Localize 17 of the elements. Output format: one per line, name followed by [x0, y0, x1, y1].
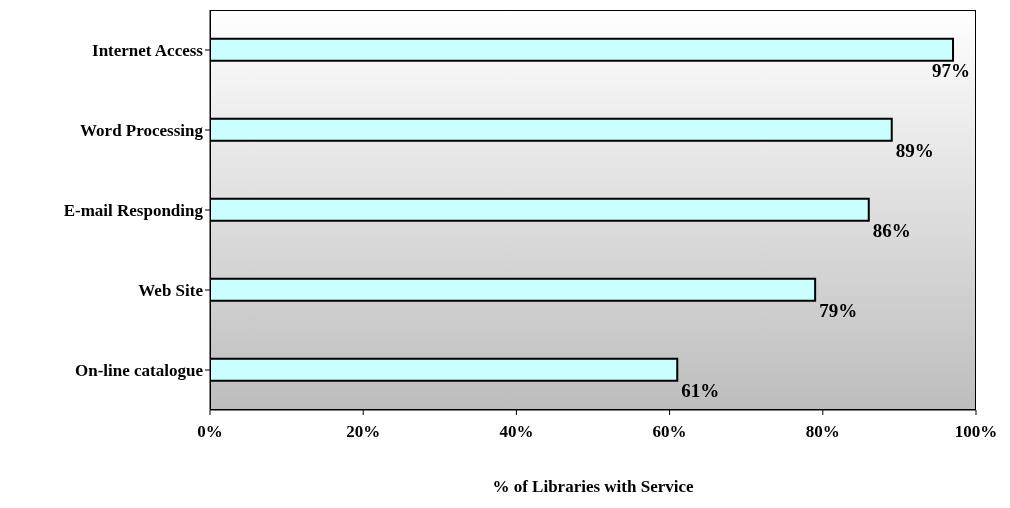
- x-tick-label: 60%: [652, 422, 687, 442]
- data-label: 97%: [932, 59, 970, 81]
- y-tick-label: E-mail Responding: [63, 201, 204, 221]
- y-tick-label: Word Processing: [80, 121, 204, 141]
- data-label: 61%: [681, 379, 720, 401]
- data-label: 86%: [872, 219, 911, 241]
- data-label: 89%: [895, 139, 934, 161]
- x-axis-title: % of Libraries with Service: [492, 477, 695, 496]
- data-label: 79%: [819, 299, 858, 321]
- y-tick-label: On-line catalogue: [75, 361, 204, 381]
- x-tick-label: 0%: [197, 422, 223, 442]
- y-tick-label: Internet Access: [92, 41, 204, 61]
- x-tick-label: 100%: [954, 422, 998, 442]
- x-tick-label: 20%: [346, 422, 381, 442]
- x-tick-label: 40%: [499, 422, 534, 442]
- y-tick-label: Web Site: [138, 281, 204, 301]
- x-tick-label: 80%: [805, 422, 840, 442]
